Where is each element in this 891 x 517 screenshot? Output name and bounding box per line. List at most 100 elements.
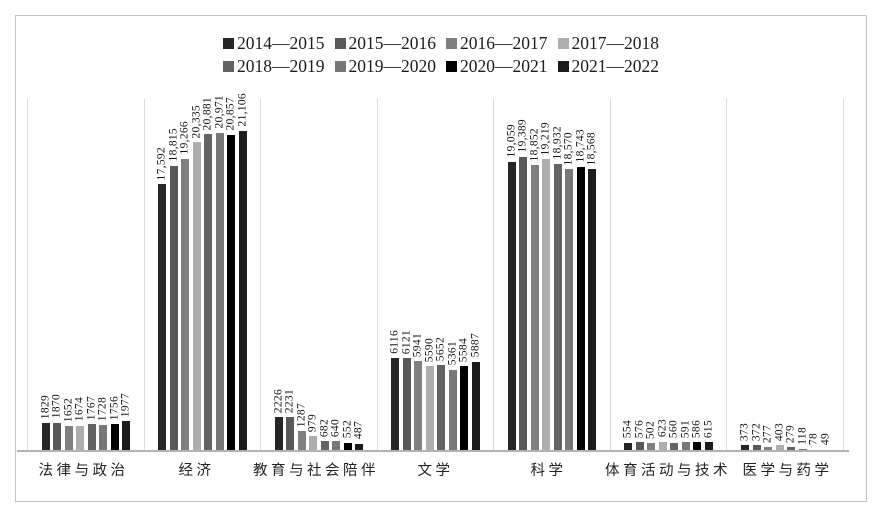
bar-slot: 49 [819, 99, 832, 451]
bar-value-label: 2231 [283, 388, 296, 414]
bar-slot: 279 [784, 99, 797, 451]
bar [64, 425, 73, 451]
bar [53, 422, 62, 451]
bar-slot: 1756 [108, 99, 120, 451]
bar [764, 446, 772, 451]
bar-slot: 560 [668, 99, 680, 451]
legend-swatch-icon [557, 38, 569, 49]
bar-slot: 78 [807, 99, 820, 451]
bar-slot: 372 [750, 99, 762, 451]
bar [507, 161, 516, 451]
bar [460, 366, 469, 451]
bar [448, 369, 457, 451]
legend-label: 2014—2015 [237, 33, 325, 53]
bar-value-label: 279 [784, 424, 797, 443]
bar-slot: 20,857 [224, 97, 237, 451]
bar-slot: 21,106 [236, 93, 248, 451]
bar-slot: 1829 [39, 99, 51, 451]
bar [437, 365, 446, 451]
legend-item: 2021—2022 [557, 56, 659, 77]
legend-swatch-icon [446, 38, 457, 49]
bar [215, 132, 224, 451]
legend-item: 2018—2019 [223, 56, 325, 77]
bar-value-label: 487 [352, 421, 365, 440]
bar-value-label: 1977 [119, 392, 132, 418]
bar [41, 423, 50, 451]
bar [297, 431, 306, 451]
bar-group: 2226 2231 1287 979 682 640 552 487 [260, 99, 377, 451]
bar [204, 134, 213, 451]
bar-group: 17,592 18,815 19,266 20,335 20,881 20,971 20,8… [143, 93, 261, 451]
bar [391, 358, 400, 451]
bar-slot: 5361 [446, 99, 458, 451]
legend-item: 2019—2020 [334, 56, 437, 77]
category-label: 医学与药学 [742, 463, 833, 479]
bar [414, 360, 423, 451]
bar-slot: 20,971 [213, 95, 225, 451]
bar-slot: 5590 [423, 99, 435, 451]
bar [681, 442, 690, 451]
bar [238, 130, 247, 451]
bar-value-label: 20,857 [224, 97, 237, 131]
bar [588, 169, 597, 451]
bar [76, 425, 85, 451]
bar [274, 417, 283, 451]
bar-value-label: 18,568 [586, 131, 599, 166]
bar [227, 134, 236, 451]
bar-value-label: 615 [702, 419, 715, 438]
bar-slot: 20,335 [190, 99, 202, 451]
bar-slot: 5887 [469, 99, 482, 451]
bar-slot: 19,059 [506, 99, 518, 451]
category-label: 法律与政治 [38, 463, 129, 479]
bar [647, 443, 656, 451]
bar-slot: 18,743 [575, 99, 587, 451]
bar-slot: 5584 [458, 99, 470, 451]
bar-slot: 19,389 [517, 99, 529, 451]
bar [775, 444, 784, 451]
legend-label: 2016—2017 [460, 33, 548, 53]
bar-value-label: 373 [738, 423, 751, 442]
legend-swatch-icon [557, 61, 569, 72]
bar [286, 417, 295, 451]
bar-value-label: 78 [807, 433, 820, 446]
bar [99, 424, 108, 451]
bar [658, 441, 667, 451]
bar-slot: 18,570 [563, 99, 575, 451]
bar [787, 446, 795, 451]
x-axis-line [17, 450, 849, 452]
bar-slot: 487 [352, 99, 365, 451]
bar [110, 424, 119, 451]
legend-label: 2020—2021 [460, 56, 548, 76]
bar-slot: 1652 [62, 99, 74, 451]
bar [741, 445, 749, 451]
bar-slot: 1977 [119, 99, 132, 451]
bar-value-label: 277 [761, 424, 774, 443]
bar-value-label: 49 [819, 433, 832, 446]
bar [192, 142, 201, 451]
legend-swatch-icon [334, 38, 346, 49]
bar-slot: 2231 [283, 99, 296, 451]
bar-slot: 682 [318, 99, 330, 451]
bar [343, 442, 352, 451]
category-label: 教育与社会陪伴 [253, 463, 379, 479]
bar-slot: 1674 [74, 99, 86, 451]
legend-label: 2019—2020 [348, 56, 437, 76]
bar [704, 441, 713, 451]
bar [576, 166, 585, 451]
bar-slot: 18,568 [586, 99, 599, 451]
bar-slot: 979 [306, 99, 319, 451]
bar [471, 361, 480, 451]
bar-group: 554 576 502 623 560 591 586 615 [609, 99, 727, 451]
bar-value-label: 979 [306, 414, 319, 433]
bar-slot: 591 [680, 99, 692, 451]
bar-slot: 19,219 [540, 99, 552, 451]
bar-slot: 18,932 [552, 99, 564, 451]
legend-item: 2017—2018 [557, 33, 659, 54]
bar-slot: 552 [341, 99, 353, 451]
bar-slot: 17,592 [156, 99, 168, 451]
bar-slot: 1870 [51, 99, 63, 451]
bar-value-label: 5887 [469, 333, 482, 358]
bar-slot: 277 [761, 99, 774, 451]
bar-group: 19,059 19,389 18,852 19,219 18,932 18,570 18,7… [493, 99, 610, 451]
bar [169, 165, 178, 451]
